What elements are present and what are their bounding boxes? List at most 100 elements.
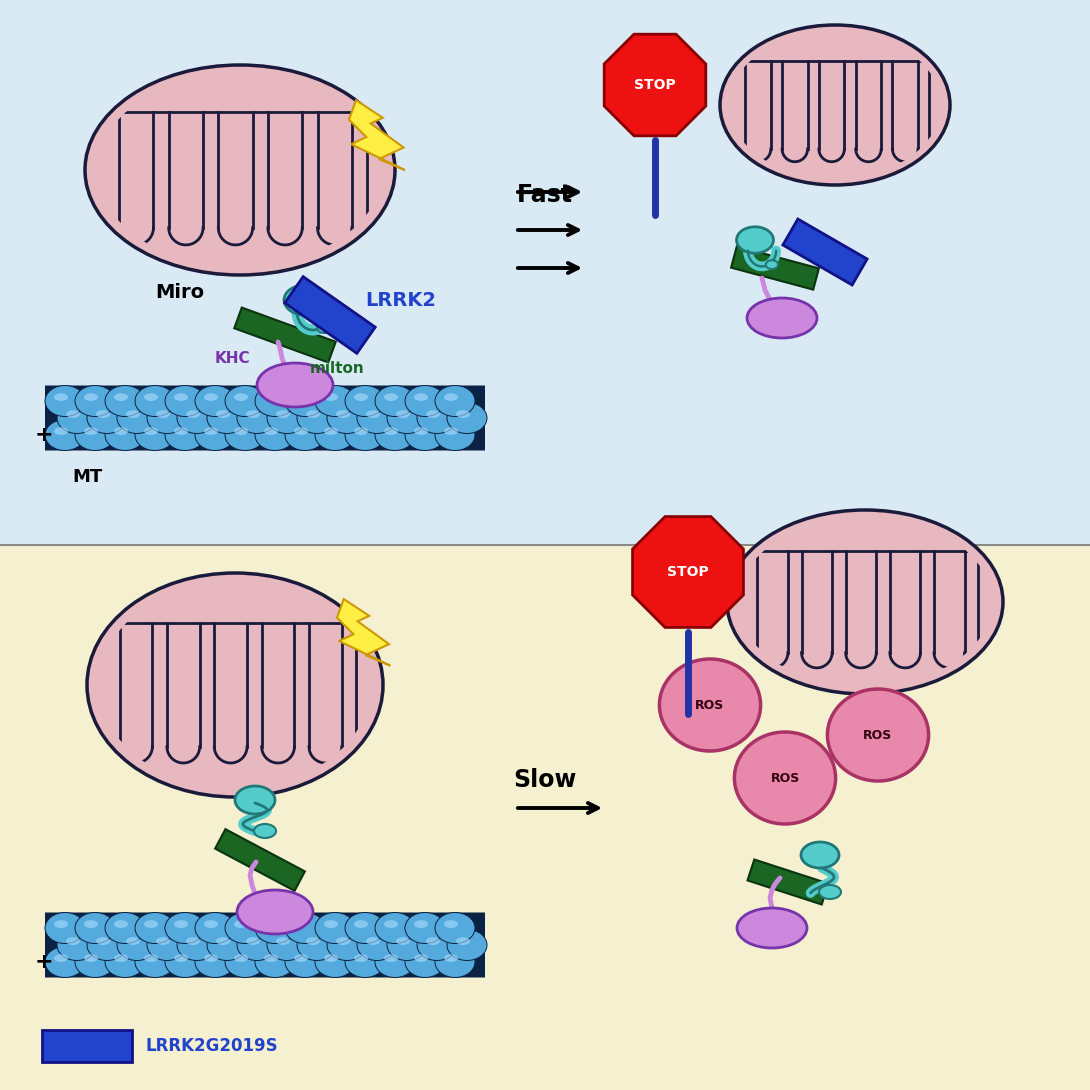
- Ellipse shape: [54, 920, 68, 928]
- Ellipse shape: [246, 937, 261, 945]
- Text: KHC: KHC: [215, 351, 250, 365]
- Ellipse shape: [354, 920, 368, 928]
- Ellipse shape: [117, 930, 157, 960]
- Ellipse shape: [405, 912, 445, 944]
- Ellipse shape: [354, 393, 368, 401]
- Ellipse shape: [396, 937, 410, 945]
- Ellipse shape: [255, 386, 295, 416]
- Ellipse shape: [366, 937, 380, 945]
- Ellipse shape: [447, 930, 487, 960]
- Ellipse shape: [225, 420, 265, 450]
- Text: LRRK2: LRRK2: [365, 291, 436, 310]
- Ellipse shape: [237, 930, 277, 960]
- Ellipse shape: [204, 393, 218, 401]
- Ellipse shape: [45, 912, 85, 944]
- Ellipse shape: [346, 386, 385, 416]
- Ellipse shape: [414, 427, 428, 435]
- Ellipse shape: [255, 912, 295, 944]
- Text: Miro: Miro: [155, 282, 204, 302]
- Ellipse shape: [257, 363, 334, 407]
- Ellipse shape: [306, 410, 320, 417]
- Ellipse shape: [375, 420, 415, 450]
- Ellipse shape: [414, 920, 428, 928]
- Ellipse shape: [204, 954, 218, 962]
- Ellipse shape: [435, 946, 475, 978]
- Ellipse shape: [737, 908, 807, 948]
- Ellipse shape: [66, 410, 80, 417]
- Ellipse shape: [444, 954, 458, 962]
- Polygon shape: [604, 34, 706, 136]
- Ellipse shape: [354, 954, 368, 962]
- Ellipse shape: [387, 402, 427, 434]
- Text: +: +: [35, 425, 53, 445]
- Ellipse shape: [177, 930, 217, 960]
- Text: Fast: Fast: [517, 183, 573, 207]
- Ellipse shape: [336, 410, 350, 417]
- Ellipse shape: [315, 386, 355, 416]
- Ellipse shape: [225, 946, 265, 978]
- FancyBboxPatch shape: [45, 912, 485, 978]
- Ellipse shape: [234, 954, 249, 962]
- FancyBboxPatch shape: [45, 386, 485, 450]
- Ellipse shape: [456, 410, 470, 417]
- Ellipse shape: [254, 824, 276, 838]
- Ellipse shape: [387, 930, 427, 960]
- Ellipse shape: [225, 386, 265, 416]
- Ellipse shape: [327, 930, 367, 960]
- Ellipse shape: [819, 885, 841, 899]
- Ellipse shape: [264, 920, 278, 928]
- Ellipse shape: [294, 427, 308, 435]
- Ellipse shape: [324, 954, 338, 962]
- Ellipse shape: [276, 410, 290, 417]
- Text: +: +: [35, 952, 53, 972]
- Ellipse shape: [294, 920, 308, 928]
- Ellipse shape: [435, 912, 475, 944]
- Ellipse shape: [126, 410, 140, 417]
- Bar: [0, 0, 1090, 545]
- Ellipse shape: [84, 920, 98, 928]
- Text: ROS: ROS: [695, 699, 725, 712]
- Ellipse shape: [45, 946, 85, 978]
- Polygon shape: [783, 219, 868, 284]
- Ellipse shape: [75, 912, 116, 944]
- Ellipse shape: [324, 427, 338, 435]
- Ellipse shape: [315, 912, 355, 944]
- Ellipse shape: [207, 930, 247, 960]
- Ellipse shape: [384, 427, 398, 435]
- Ellipse shape: [237, 402, 277, 434]
- Ellipse shape: [447, 402, 487, 434]
- Ellipse shape: [165, 386, 205, 416]
- Ellipse shape: [195, 420, 235, 450]
- Ellipse shape: [195, 912, 235, 944]
- Bar: [43, 1030, 132, 1062]
- Ellipse shape: [264, 954, 278, 962]
- Ellipse shape: [225, 912, 265, 944]
- Ellipse shape: [315, 420, 355, 450]
- Polygon shape: [337, 600, 390, 666]
- Ellipse shape: [87, 402, 128, 434]
- Ellipse shape: [324, 393, 338, 401]
- Ellipse shape: [195, 946, 235, 978]
- Ellipse shape: [284, 912, 325, 944]
- Bar: [0, 545, 1090, 1090]
- Ellipse shape: [204, 427, 218, 435]
- Ellipse shape: [375, 946, 415, 978]
- Ellipse shape: [435, 386, 475, 416]
- Ellipse shape: [174, 427, 187, 435]
- Ellipse shape: [827, 689, 929, 782]
- Ellipse shape: [216, 410, 230, 417]
- Ellipse shape: [375, 912, 415, 944]
- Ellipse shape: [444, 427, 458, 435]
- Ellipse shape: [414, 954, 428, 962]
- Ellipse shape: [264, 427, 278, 435]
- Ellipse shape: [414, 393, 428, 401]
- Ellipse shape: [144, 427, 158, 435]
- Ellipse shape: [147, 402, 187, 434]
- Ellipse shape: [444, 920, 458, 928]
- Ellipse shape: [114, 427, 128, 435]
- Ellipse shape: [54, 393, 68, 401]
- Polygon shape: [349, 100, 404, 170]
- Ellipse shape: [195, 386, 235, 416]
- Ellipse shape: [186, 410, 199, 417]
- Ellipse shape: [105, 912, 145, 944]
